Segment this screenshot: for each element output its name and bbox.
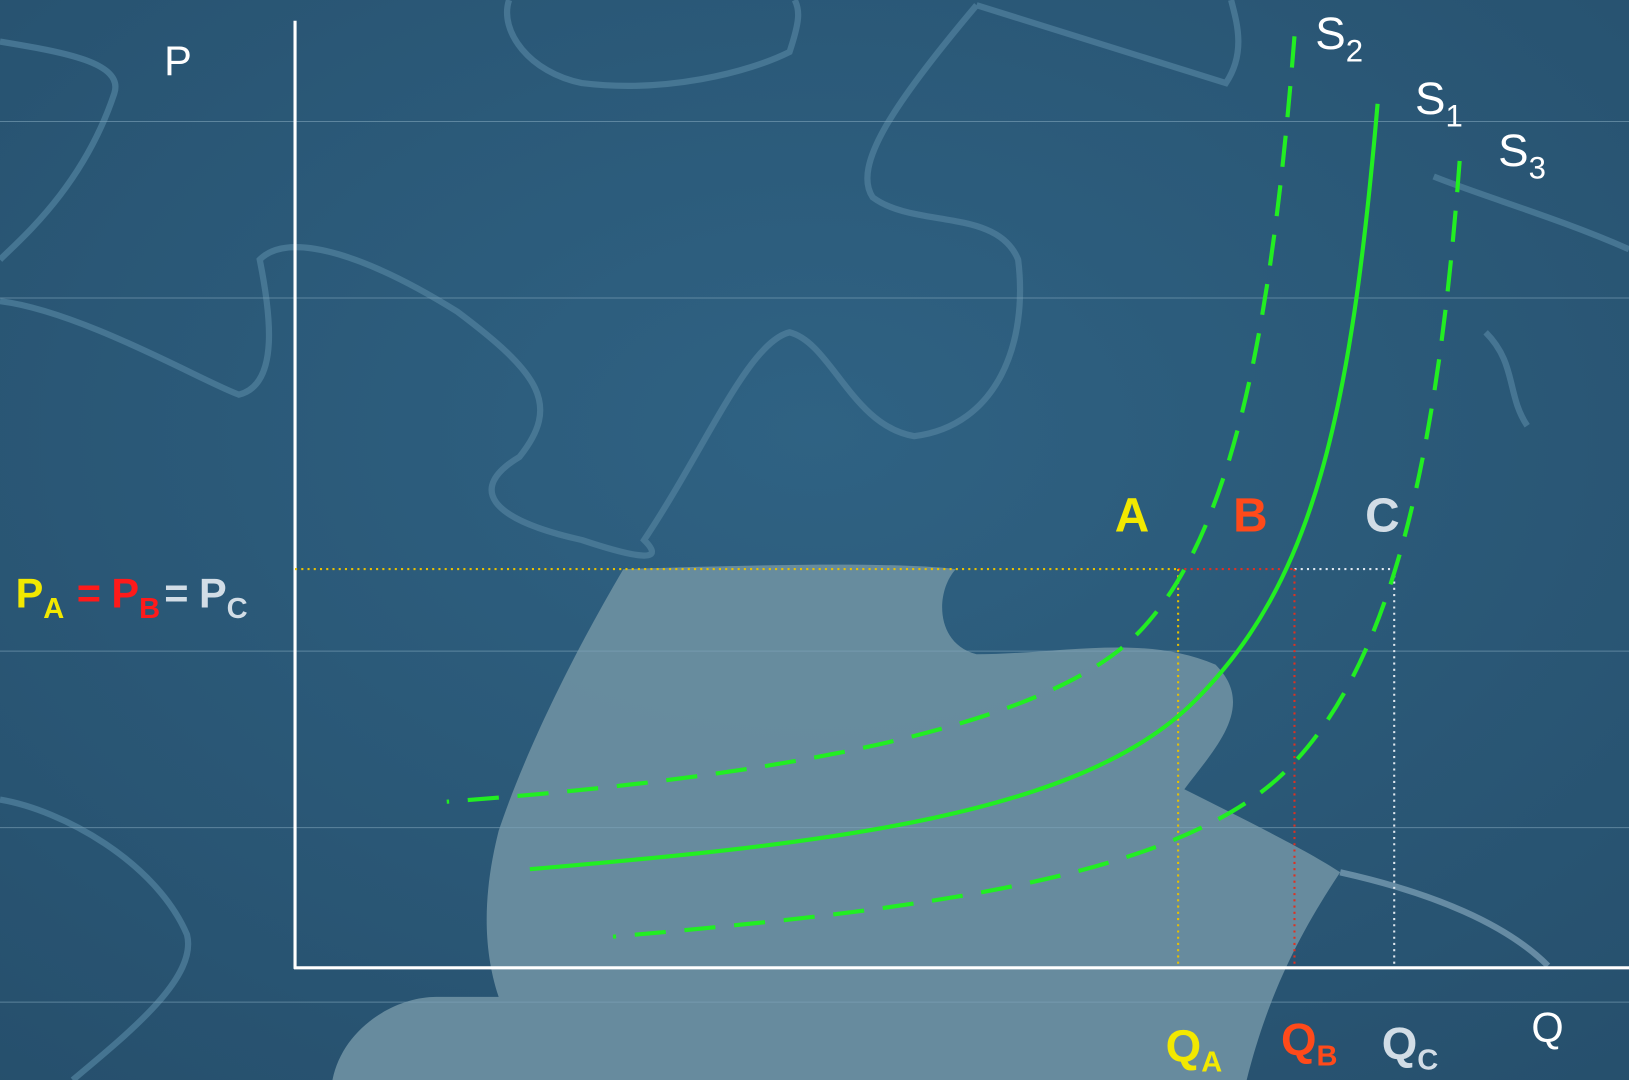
price-symbol: P bbox=[111, 570, 139, 617]
quantity-symbol: Q bbox=[1281, 1014, 1317, 1065]
puzzle-edge bbox=[1339, 869, 1551, 968]
puzzle-piece bbox=[332, 564, 1341, 1080]
supply-curve-s2 bbox=[446, 36, 1297, 804]
point-label: C bbox=[1365, 490, 1400, 543]
curve-subscript: 3 bbox=[1529, 151, 1546, 186]
price-subscript: C bbox=[227, 593, 248, 625]
curve-label: S1 bbox=[1415, 73, 1463, 133]
curve-subscript: 1 bbox=[1445, 99, 1462, 134]
price-symbol: P bbox=[16, 570, 44, 617]
slide-lines bbox=[0, 120, 1629, 1003]
supply-curve-s3 bbox=[612, 160, 1462, 939]
quantity-label: QB bbox=[1281, 1014, 1338, 1072]
quantity-subscript: A bbox=[1201, 1047, 1222, 1079]
equals: = bbox=[164, 570, 188, 617]
curve-label: S3 bbox=[1498, 125, 1546, 185]
point-label: A bbox=[1115, 490, 1150, 543]
equals: = bbox=[77, 570, 101, 617]
supply-curve-s1 bbox=[529, 103, 1380, 872]
price-symbol: P bbox=[199, 570, 227, 617]
price-subscript: B bbox=[139, 593, 160, 625]
quantity-symbol: Q bbox=[1166, 1020, 1202, 1071]
price-label: PA = PB = PC bbox=[16, 570, 248, 625]
quantity-subscript: B bbox=[1317, 1040, 1338, 1072]
quantity-symbol: Q bbox=[1382, 1018, 1418, 1069]
curve-subscript: 2 bbox=[1346, 33, 1363, 68]
y-axis-label: P bbox=[164, 37, 192, 84]
curve-name: S bbox=[1315, 8, 1345, 59]
guides bbox=[295, 568, 1396, 968]
curve-label: S2 bbox=[1315, 8, 1363, 68]
x-axis-label: Q bbox=[1531, 1004, 1563, 1051]
quantity-subscript: C bbox=[1417, 1045, 1438, 1077]
curve-name: S bbox=[1498, 125, 1528, 176]
quantity-label: QA bbox=[1166, 1020, 1223, 1078]
price-subscript: A bbox=[43, 593, 64, 625]
curve-name: S bbox=[1415, 73, 1445, 124]
point-label: B bbox=[1233, 490, 1268, 543]
quantity-label: QC bbox=[1382, 1018, 1439, 1076]
